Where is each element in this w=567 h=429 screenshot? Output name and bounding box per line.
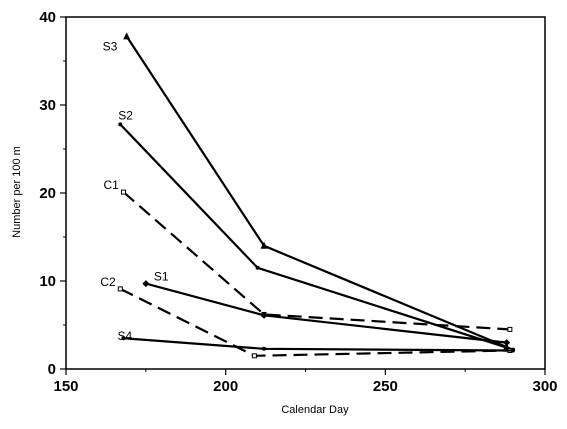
series-label: C2 (100, 275, 116, 289)
data-point (260, 241, 268, 249)
series-line (122, 191, 510, 331)
x-axis-ticks: 150 200 250 300 (53, 369, 558, 395)
series-s1: S1 (142, 270, 511, 347)
series-c1: C1 (103, 178, 513, 332)
plot-area (65, 16, 546, 370)
plot-frame (65, 16, 546, 370)
data-point (261, 346, 266, 351)
series-line (123, 337, 514, 352)
data-point (511, 348, 516, 353)
data-point (255, 265, 260, 270)
series-s3: S3 (103, 32, 511, 350)
x-tick-label: 200 (213, 378, 238, 395)
x-tick-label: 150 (53, 378, 78, 395)
data-point (123, 32, 131, 40)
y-tick-label: 30 (39, 97, 56, 114)
data-point (117, 286, 123, 292)
series-label: S1 (154, 270, 169, 284)
data-point (121, 336, 126, 341)
data-point (507, 326, 513, 332)
series-line (145, 282, 507, 344)
x-tick-label: 300 (532, 378, 557, 395)
y-tick-label: 10 (39, 273, 56, 290)
data-point (118, 122, 123, 127)
y-axis-title: Number per 100 m (11, 146, 23, 238)
data-point (260, 311, 268, 319)
series-layer: S3 S2 C1 S1 C2 S4 (100, 32, 516, 359)
y-tick-label: 0 (48, 361, 56, 378)
x-axis-title: Calendar Day (281, 404, 349, 416)
series-label: S4 (117, 329, 132, 343)
series-line (119, 123, 514, 351)
y-tick-label: 20 (39, 185, 56, 202)
series-line (119, 287, 510, 357)
data-point (142, 280, 150, 288)
y-tick-label: 40 (39, 9, 56, 26)
series-s2: S2 (118, 108, 516, 352)
y-axis-ticks: 0 10 20 30 40 (39, 9, 66, 378)
data-point (503, 339, 511, 347)
series-label: C1 (103, 178, 119, 192)
series-label: S2 (118, 108, 133, 122)
data-point (120, 189, 126, 195)
series-label: S3 (103, 39, 118, 53)
data-point (251, 353, 257, 359)
series-s4: S4 (117, 329, 516, 353)
x-tick-label: 250 (373, 378, 398, 395)
